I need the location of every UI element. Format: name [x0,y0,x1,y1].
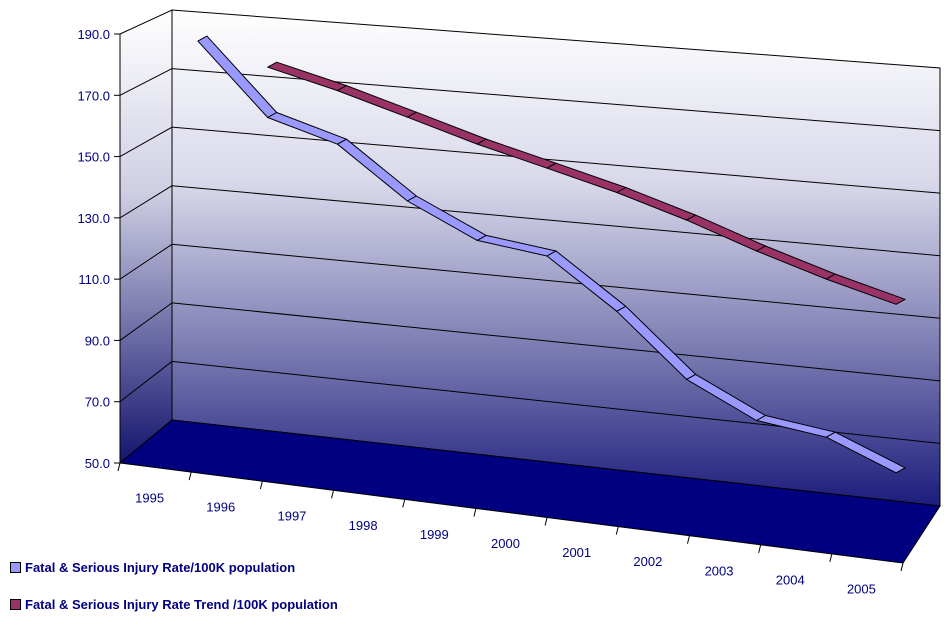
x-tick-mark [117,462,121,472]
y-tick-label: 90.0 [85,333,110,348]
x-tick-label: 1998 [349,518,378,533]
y-tick-label: 170.0 [77,88,110,103]
x-tick-label: 2003 [705,563,734,578]
x-tick-mark [188,471,192,481]
x-tick-label: 1999 [420,527,449,542]
y-tick-label: 190.0 [77,27,110,42]
x-tick-mark [686,535,690,544]
gridline-side [119,302,173,341]
x-tick-label: 2004 [776,572,805,587]
gridlines [119,68,941,444]
gridline-side [119,185,173,219]
y-tick-label: 130.0 [77,211,110,226]
gridline [171,68,941,132]
series-segment [825,431,906,474]
x-tick-label: 1996 [206,500,235,515]
legend-item-rate: Fatal & Serious Injury Rate/100K populat… [10,560,295,575]
gridline [171,126,941,194]
x-axis-ticks: 1995 1996 1997 1998 1999 2000 2001 2002 2003 2004… [117,462,904,596]
x-tick-mark [829,553,833,563]
x-tick-label: 2001 [562,545,591,560]
y-tick-label: 70.0 [85,395,110,410]
series-layer [197,35,906,474]
legend-item-trend: Fatal & Serious Injury Rate Trend /100K … [10,597,338,612]
x-tick-mark [259,481,263,490]
x-tick-label: 2005 [847,581,876,596]
y-tick-label: 150.0 [77,150,110,165]
gridline [171,243,941,319]
x-tick-label: 2002 [633,554,662,569]
x-tick-mark [473,508,477,517]
x-tick-mark [615,526,619,535]
x-tick-mark [758,544,762,553]
gridline-side [119,243,173,280]
x-tick-label: 1995 [135,491,164,506]
floor [118,419,941,564]
x-tick-mark [402,499,406,508]
gridline [171,302,941,382]
y-tick-label: 50.0 [85,456,110,471]
gridline [171,185,941,257]
legend-label-trend: Fatal & Serious Injury Rate Trend /100K … [25,597,338,612]
legend-swatch-rate [10,562,21,573]
y-axis-ticks: 50.0 70.0 90.0 110.0 130.0 150.0 170.0 190.0 [77,27,120,471]
series-0 [197,35,906,474]
gridline-side [119,68,173,96]
x-tick-mark [331,490,335,499]
gridline-side [119,126,173,158]
series-1 [267,61,906,305]
series-segment [825,273,906,305]
legend-label-rate: Fatal & Serious Injury Rate/100K populat… [25,560,296,575]
legend-swatch-trend [10,599,21,610]
x-tick-label: 1997 [277,509,306,524]
y-tick-label: 110.0 [78,272,110,287]
gridline-side [119,361,173,403]
x-tick-label: 2000 [491,536,520,551]
x-tick-mark [544,517,548,526]
x-tick-mark [900,562,904,572]
